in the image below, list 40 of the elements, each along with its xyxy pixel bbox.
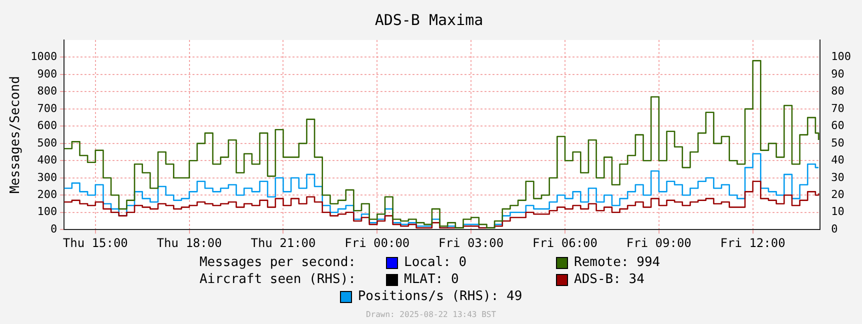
chart-title: ADS-B Maxima xyxy=(374,10,484,29)
y-tick-label: 300 xyxy=(37,170,58,184)
legend-label: Positions/s (RHS): 49 xyxy=(358,288,522,305)
x-tick-label: Fri 06:00 xyxy=(532,236,598,250)
y-tick-label: 100 xyxy=(37,205,58,218)
y-tick-label: 800 xyxy=(37,84,58,98)
y-tick-label: 700 xyxy=(37,102,58,115)
y-tick-label: 500 xyxy=(37,136,58,150)
text: Aircraft seen (RHS): xyxy=(198,271,356,288)
legend-label: ADS-B: 34 xyxy=(574,271,644,288)
y-tick-label: 900 xyxy=(37,67,58,80)
legend-label: MLAT: 0 xyxy=(404,271,459,288)
legend-label: Local: 0 xyxy=(404,254,467,271)
x-tick-label: Fri 12:00 xyxy=(720,236,786,250)
y-tick-label: 400 xyxy=(37,154,58,167)
y-tick-label: 600 xyxy=(37,119,58,132)
x-tick-label: Thu 15:00 xyxy=(62,236,128,250)
x-tick-label: Thu 18:00 xyxy=(156,236,222,250)
y2-tick-label: 30 xyxy=(831,170,844,184)
text: Drawn: 2025-08-22 13:43 BST xyxy=(366,310,496,320)
y2-tick-label: 20 xyxy=(831,188,844,201)
y2-tick-label: 10 xyxy=(831,205,844,218)
x-tick-label: Fri 00:00 xyxy=(344,236,410,250)
x-tick-label: Fri 09:00 xyxy=(626,236,692,250)
y2-tick-label: 70 xyxy=(831,102,844,115)
y2-tick-label: 90 xyxy=(831,67,844,80)
y-tick-label: 0 xyxy=(50,222,58,236)
y-axis-title: Messages/Second xyxy=(8,76,24,194)
x-tick-label: Fri 03:00 xyxy=(438,236,504,250)
y-tick-label: 200 xyxy=(37,188,58,201)
x-tick-label: Thu 21:00 xyxy=(250,236,316,250)
y2-tick-label: 50 xyxy=(831,136,844,150)
y2-tick-label: 40 xyxy=(831,154,844,167)
y2-tick-label: 80 xyxy=(831,84,844,98)
legend-label: Remote: 994 xyxy=(574,254,660,271)
y2-tick-label: 100 xyxy=(831,50,852,64)
y2-tick-label: 0 xyxy=(831,222,838,236)
y2-tick-label: 60 xyxy=(831,119,844,132)
y-tick-label: 1000 xyxy=(30,50,58,64)
text: Messages per second: xyxy=(198,254,356,271)
